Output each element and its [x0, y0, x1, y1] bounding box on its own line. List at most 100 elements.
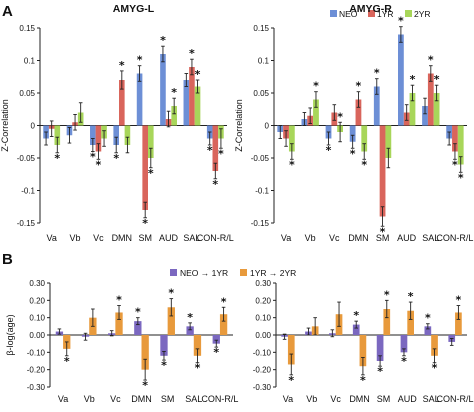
bar: [134, 321, 142, 335]
bar: [167, 307, 175, 335]
category-label: Va: [58, 394, 68, 404]
significance-mark: *: [135, 306, 141, 319]
legend-swatch-neo: [330, 10, 337, 17]
bar: [455, 312, 462, 335]
significance-mark: *: [171, 86, 177, 99]
category-label: Vb: [70, 233, 81, 243]
y-tick-label: 0.05: [253, 89, 269, 98]
significance-mark: *: [398, 15, 404, 28]
significance-mark: *: [353, 309, 359, 322]
bar: [349, 125, 356, 142]
bar: [361, 125, 368, 152]
bar: [427, 73, 434, 126]
category-label: Vb: [84, 394, 95, 404]
significance-mark: *: [374, 67, 380, 80]
bar: [142, 125, 148, 210]
y-tick-label: 0.10: [255, 314, 271, 323]
significance-mark: *: [313, 80, 319, 93]
category-label: SAL: [183, 233, 200, 243]
significance-mark: *: [168, 287, 174, 300]
significance-mark: *: [452, 158, 458, 171]
category-label: SM: [161, 394, 175, 404]
category-label: CON-R/L: [201, 394, 238, 404]
significance-mark: *: [326, 144, 332, 157]
category-label: SAL: [185, 394, 202, 404]
y-tick-label: 0.1: [24, 57, 36, 66]
bar: [171, 106, 177, 126]
significance-mark: *: [142, 379, 148, 392]
y-tick-label: 0.15: [253, 24, 269, 33]
category-label: CON-R/L: [197, 233, 234, 243]
bar: [422, 106, 428, 126]
y-tick-label: -0.15: [251, 219, 270, 228]
y-tick-label: -0.20: [253, 366, 272, 375]
bar: [219, 314, 228, 335]
category-label: AUD: [397, 233, 417, 243]
bar: [147, 125, 154, 158]
panel-label-a: A: [2, 3, 13, 20]
bar: [359, 335, 367, 367]
y-tick-label: -0.10: [253, 348, 272, 357]
y-tick-label: 0: [265, 122, 270, 131]
significance-mark: *: [161, 359, 167, 372]
bar: [212, 125, 219, 171]
legend-swatch-1yr: [368, 10, 375, 17]
bar: [186, 326, 194, 335]
y-tick-label: -0.15: [17, 219, 36, 228]
significance-mark: *: [425, 312, 431, 325]
bar: [457, 125, 464, 165]
significance-mark: *: [160, 34, 166, 47]
significance-mark: *: [377, 365, 383, 378]
panel-b-legend: NEO → 1YR 1YR → 2YR: [170, 268, 296, 278]
significance-mark: *: [207, 144, 213, 157]
significance-mark: *: [428, 54, 434, 67]
category-label: Vb: [305, 233, 316, 243]
significance-mark: *: [142, 217, 148, 230]
panel-a-legend: NEO 1YR 2YR: [330, 9, 431, 19]
y-tick-label: 0.10: [29, 314, 45, 323]
bar: [288, 125, 295, 152]
significance-mark: *: [221, 295, 227, 308]
category-label: CON-R/L: [436, 233, 473, 243]
significance-mark: *: [434, 73, 440, 86]
y-tick-label: -0.05: [17, 154, 36, 163]
bar: [313, 99, 319, 126]
bar: [183, 80, 190, 126]
y-tick-label: 0.30: [255, 279, 271, 288]
y-axis-label: β-log(age): [5, 314, 15, 355]
legend-label-1yr: 1YR: [377, 9, 394, 19]
category-label: Vc: [330, 394, 341, 404]
category-label: SM: [376, 233, 390, 243]
bar: [119, 80, 125, 126]
bar: [409, 93, 416, 126]
significance-mark: *: [384, 288, 390, 301]
significance-mark: *: [361, 158, 367, 171]
significance-mark: *: [380, 225, 386, 238]
significance-mark: *: [116, 294, 122, 307]
significance-mark: *: [218, 147, 224, 160]
significance-mark: *: [137, 54, 143, 67]
bar: [160, 54, 166, 126]
significance-mark: *: [54, 152, 60, 165]
category-label: Vb: [306, 394, 317, 404]
y-axis-label: Z-Correlation: [234, 99, 244, 152]
bar: [95, 125, 102, 152]
chart-amyg-l: AMYG-L -0.15 -0.1 -0.05 0 0.05 0.1 0.15 Z-Correl…: [0, 3, 234, 243]
chart-b-right: -0.30 -0.20 -0.10 0.00 0.10 0.20 0.30 Va * Vb Vc DM…: [253, 279, 474, 404]
significance-mark: *: [350, 147, 356, 160]
chart-b-left: -0.30 -0.20 -0.10 0.00 0.10 0.20 0.30 β-log(age…: [5, 279, 238, 404]
bar: [433, 93, 440, 126]
y-tick-label: 0.20: [29, 296, 45, 305]
bar: [352, 324, 360, 335]
significance-mark: *: [337, 110, 343, 123]
legend-label-2yr: 2YR: [414, 9, 431, 19]
category-label: Va: [47, 233, 57, 243]
y-tick-label: -0.20: [27, 366, 46, 375]
significance-mark: *: [96, 158, 102, 171]
category-label: DMN: [131, 394, 152, 404]
y-axis-label: Z-Correlation: [0, 99, 10, 152]
significance-mark: *: [64, 355, 70, 368]
bar: [90, 125, 96, 145]
legend-swatch-1yr-2yr: [240, 269, 247, 276]
category-label: Va: [281, 233, 291, 243]
